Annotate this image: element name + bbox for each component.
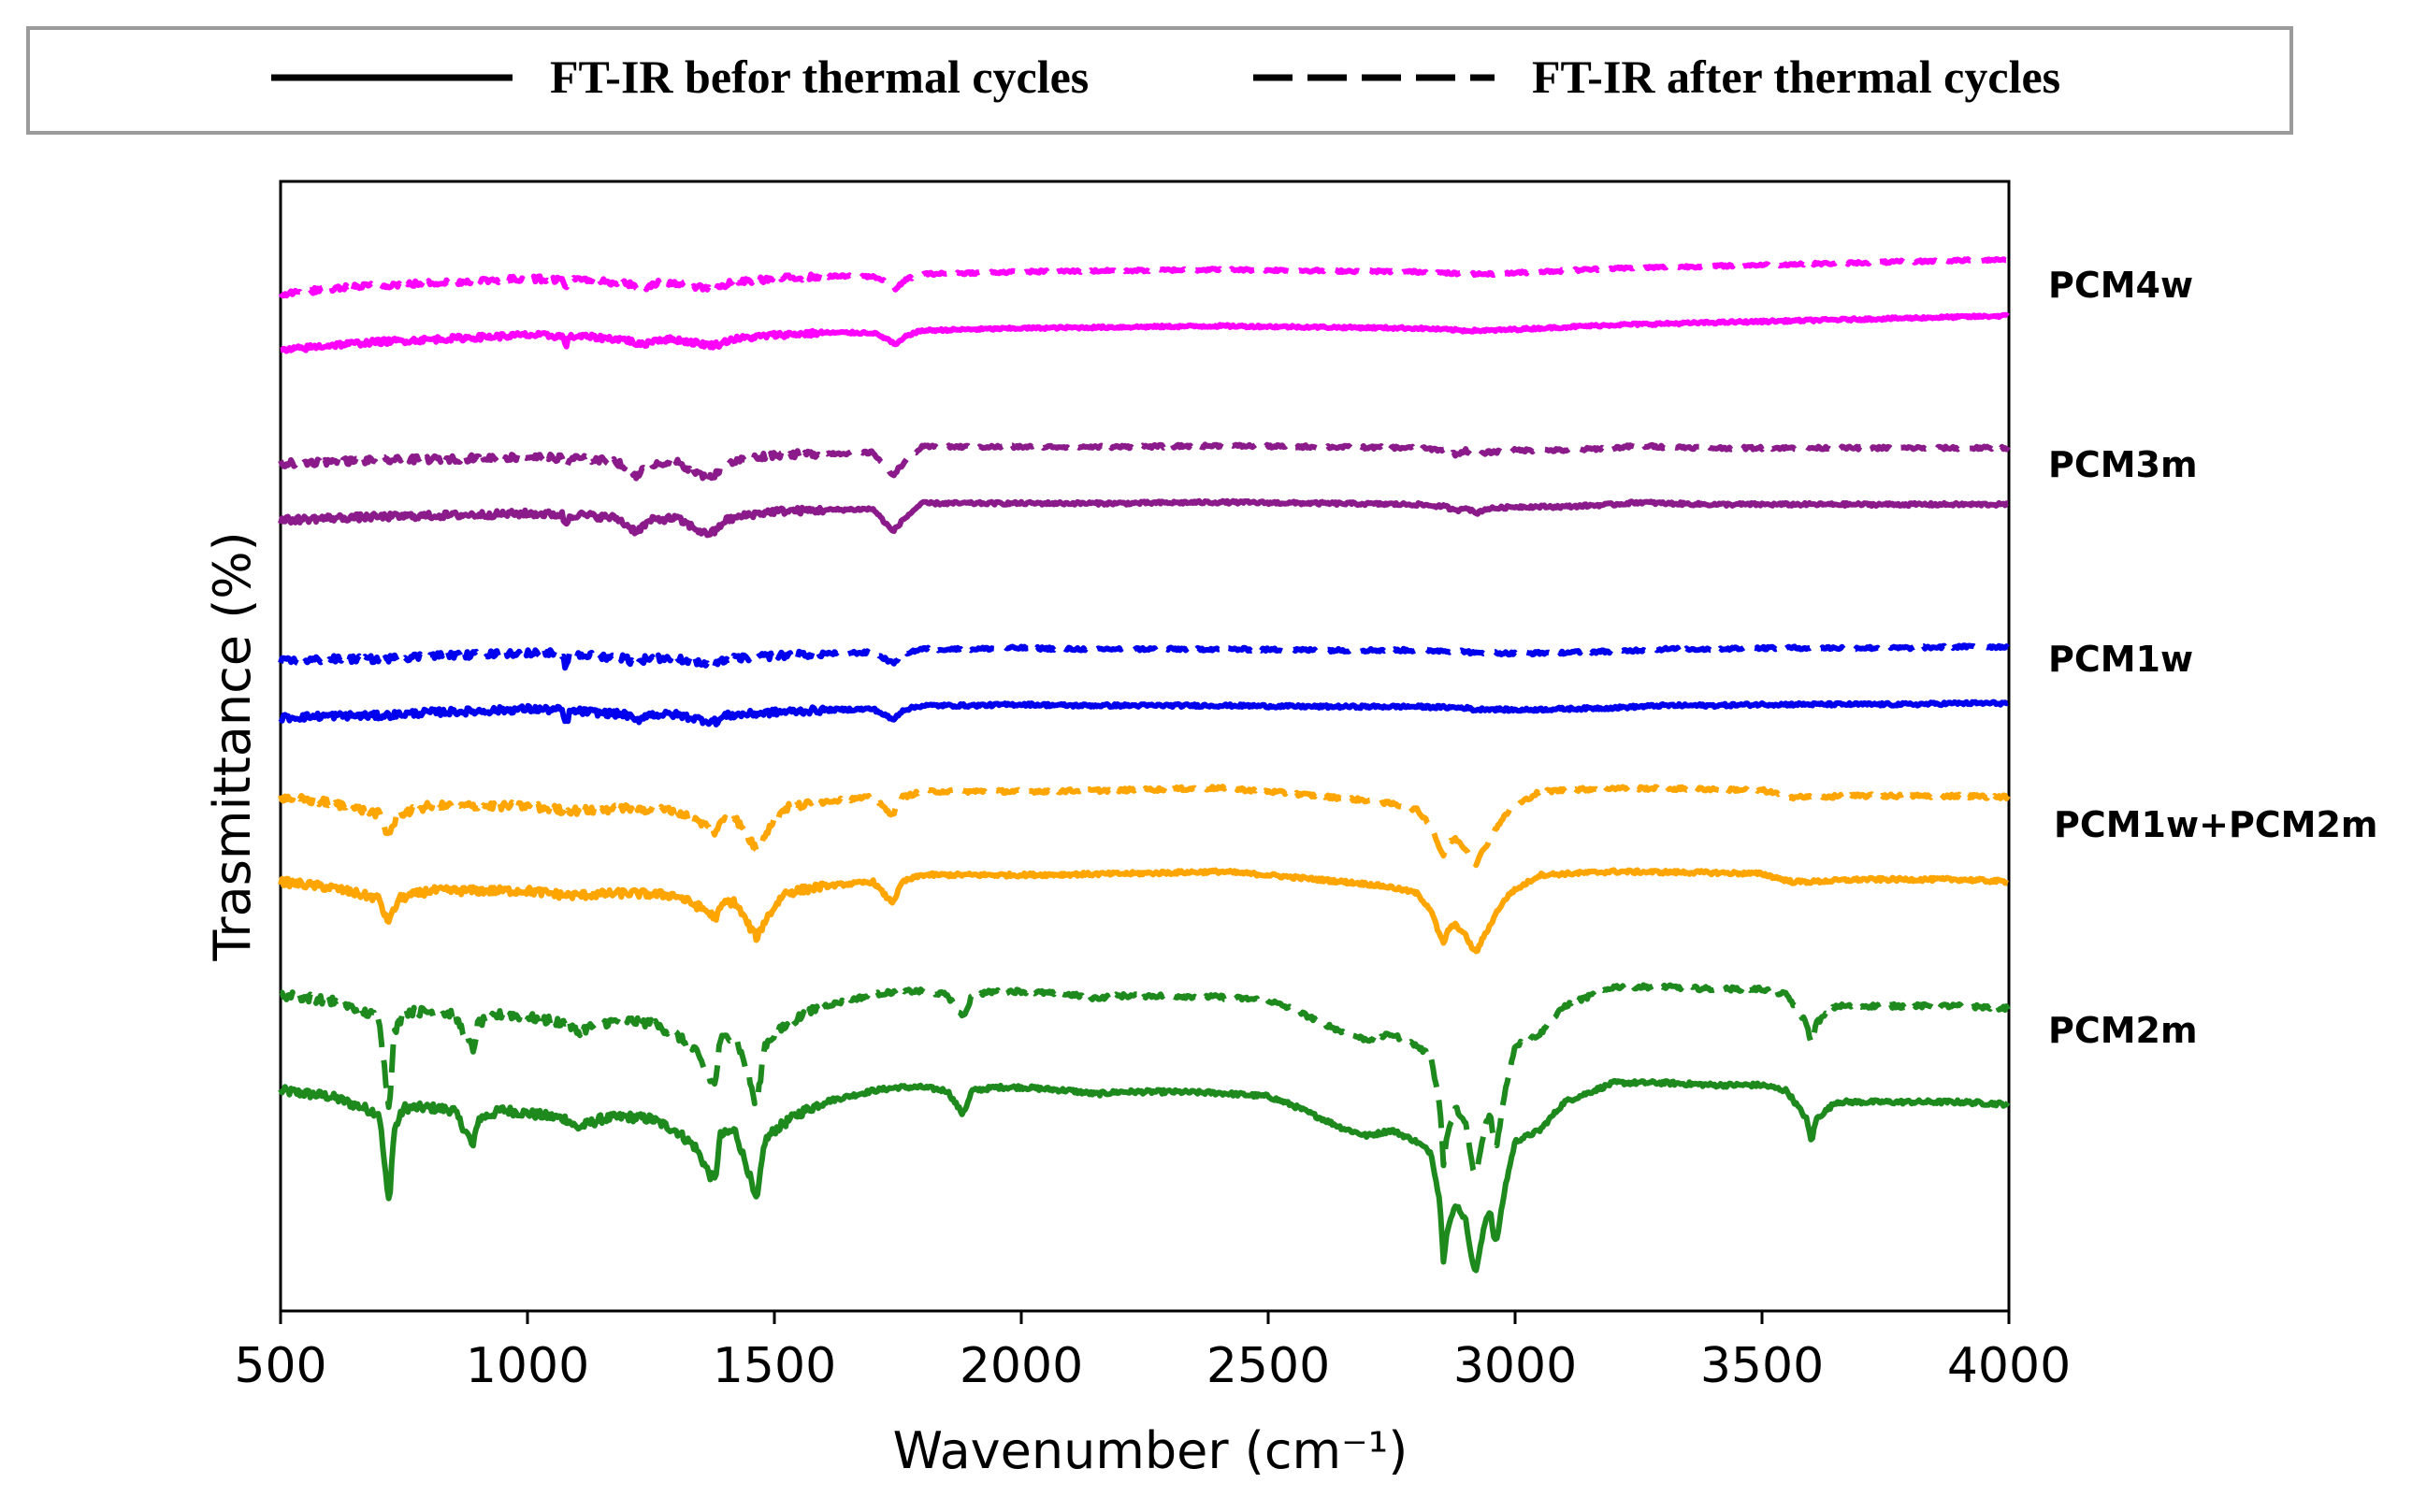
sample-label-pcm1w: PCM1w — [2048, 639, 2193, 680]
legend-label-before: FT-IR befor thermal cycles — [550, 50, 1089, 103]
x-tick-label-2000: 2000 — [960, 1338, 1083, 1394]
x-tick-label-1000: 1000 — [466, 1338, 589, 1394]
sample-label-pcm3m: PCM3m — [2048, 444, 2198, 485]
sample-label-pcm2m: PCM2m — [2048, 1010, 2198, 1051]
series-line-pcm3m-after — [278, 441, 2011, 483]
series-line-pcm1w-pcm2m-after — [278, 784, 2011, 869]
legend-label-after: FT-IR after thermal cycles — [1532, 50, 2060, 103]
y-axis-title: Trasmittance (%) — [203, 531, 262, 961]
x-tick-label-500: 500 — [234, 1338, 326, 1394]
sample-label-pcm1w-pcm2m: PCM1w+PCM2m — [2054, 804, 2378, 845]
x-tick-label-3500: 3500 — [1700, 1338, 1824, 1394]
series-line-pcm2m-after — [279, 982, 2011, 1176]
x-tick-label-3000: 3000 — [1453, 1338, 1577, 1394]
sample-label-pcm4w: PCM4w — [2048, 265, 2193, 306]
series-line-pcm2m-before — [278, 1077, 2011, 1274]
series-line-pcm3m-before — [278, 497, 2010, 539]
x-axis: 500 1000 1500 2000 2500 3000 3500 4000 — [234, 1311, 2071, 1394]
x-tick-label-4000: 4000 — [1947, 1338, 2071, 1394]
x-axis-title: Wavenumber (cm⁻¹) — [893, 1421, 1408, 1480]
series-line-pcm1w-pcm2m-before — [278, 867, 2010, 955]
series-line-pcm1w-before — [278, 698, 2010, 727]
series-line-pcm4w-after — [278, 256, 2010, 299]
x-tick-label-2500: 2500 — [1206, 1338, 1330, 1394]
plot-frame — [279, 180, 2011, 1313]
series-layer — [278, 256, 2011, 1274]
series-line-pcm4w-before — [279, 311, 2010, 354]
series-line-pcm1w-after — [278, 642, 2010, 671]
x-tick-label-1500: 1500 — [713, 1338, 836, 1394]
legend: FT-IR befor thermal cycles FT-IR after t… — [26, 26, 2293, 135]
